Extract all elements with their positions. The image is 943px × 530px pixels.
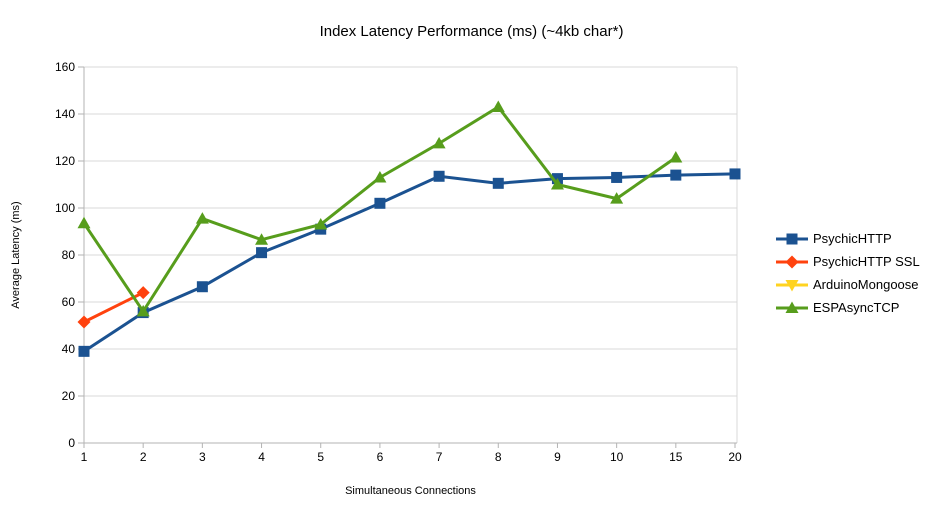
legend-item-espasynctcp: ESPAsyncTCP (776, 296, 920, 319)
x-tick-label: 1 (81, 450, 88, 464)
x-tick-label: 6 (377, 450, 384, 464)
y-tick-label: 120 (55, 154, 75, 168)
legend-label: PsychicHTTP SSL (813, 254, 920, 269)
legend-item-psychichttp: PsychicHTTP (776, 227, 920, 250)
legend-item-psychichttp-ssl: PsychicHTTP SSL (776, 250, 920, 273)
x-tick-label: 20 (728, 450, 742, 464)
triangle-down-marker-icon (776, 279, 808, 291)
chart-title: Index Latency Performance (ms) (~4kb cha… (319, 23, 624, 40)
x-tick-label: 10 (610, 450, 624, 464)
data-point-marker (77, 315, 91, 329)
data-point-marker (669, 150, 683, 163)
triangle-up-marker-icon (776, 301, 808, 313)
legend: PsychicHTTP PsychicHTTP SSL ArduinoMongoos… (776, 227, 920, 319)
data-point-marker (256, 247, 268, 259)
legend-label: ESPAsyncTCP (813, 300, 900, 315)
x-tick-label: 8 (495, 450, 502, 464)
y-tick-label: 80 (62, 248, 76, 262)
data-point-marker (433, 170, 445, 182)
diamond-marker-icon (776, 255, 808, 268)
x-tick-label: 9 (554, 450, 561, 464)
legend-label: ArduinoMongoose (813, 277, 919, 292)
y-tick-label: 160 (55, 60, 75, 74)
data-point-marker (373, 170, 387, 183)
x-tick-label: 5 (317, 450, 324, 464)
x-tick-label: 7 (436, 450, 443, 464)
legend-label: PsychicHTTP (813, 231, 892, 246)
data-point-marker (77, 216, 91, 229)
x-tick-label: 15 (669, 450, 683, 464)
y-tick-label: 100 (55, 201, 75, 215)
x-tick-label: 2 (140, 450, 147, 464)
data-point-marker (196, 281, 208, 293)
data-point-marker (195, 212, 209, 224)
data-point-marker (432, 136, 446, 149)
data-point-marker (729, 168, 741, 180)
data-point-marker (255, 233, 269, 245)
series-line-psychichttp (83, 172, 736, 353)
x-axis-title: Simultaneous Connections (345, 485, 476, 497)
data-point-marker (550, 178, 564, 190)
data-point-marker (610, 192, 624, 204)
data-point-marker (314, 217, 328, 230)
x-tick-label: 4 (258, 450, 265, 464)
series-line-espasynctcp (82, 104, 677, 315)
y-tick-label: 40 (62, 342, 76, 356)
y-tick-label: 0 (68, 436, 75, 450)
data-point-marker (611, 171, 623, 183)
data-point-marker (136, 304, 150, 317)
data-point-marker (374, 197, 386, 209)
data-point-marker (136, 286, 150, 300)
data-point-marker (670, 169, 682, 181)
legend-item-arduinomongoose: ArduinoMongoose (776, 273, 920, 296)
data-point-marker (78, 345, 90, 357)
square-marker-icon (776, 233, 808, 244)
data-point-marker (492, 177, 504, 189)
y-tick-label: 60 (62, 295, 76, 309)
y-tick-label: 20 (62, 389, 76, 403)
data-point-marker (491, 100, 505, 112)
x-tick-label: 3 (199, 450, 206, 464)
y-tick-label: 140 (55, 107, 75, 121)
